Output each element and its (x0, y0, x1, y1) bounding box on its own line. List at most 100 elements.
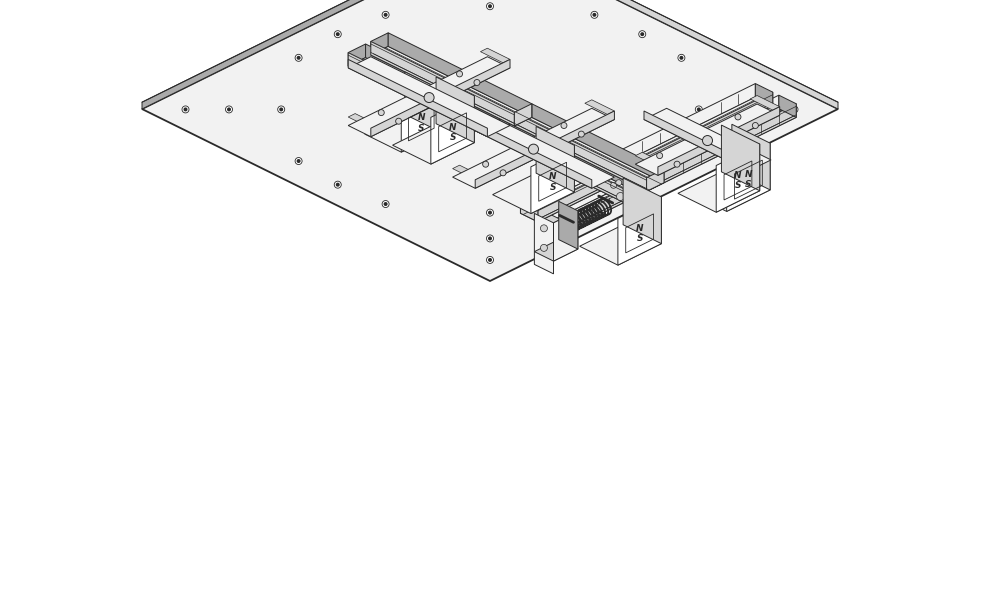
Polygon shape (388, 33, 532, 118)
Polygon shape (371, 47, 532, 126)
Circle shape (488, 236, 492, 241)
Text: N
S: N S (418, 113, 425, 133)
Circle shape (591, 11, 598, 18)
Text: N
S: N S (745, 170, 752, 189)
Polygon shape (436, 77, 474, 142)
Polygon shape (716, 144, 760, 212)
Circle shape (528, 144, 538, 154)
Polygon shape (559, 202, 578, 249)
Polygon shape (532, 104, 664, 183)
Polygon shape (492, 124, 624, 203)
Circle shape (297, 159, 301, 163)
Circle shape (334, 181, 341, 188)
Circle shape (561, 122, 567, 128)
Circle shape (679, 56, 683, 60)
Circle shape (657, 152, 663, 158)
Polygon shape (514, 104, 532, 126)
Polygon shape (732, 124, 770, 190)
Polygon shape (514, 112, 647, 191)
Circle shape (725, 139, 733, 147)
Circle shape (752, 122, 758, 128)
Polygon shape (624, 180, 641, 203)
Circle shape (184, 108, 188, 112)
Polygon shape (431, 96, 474, 164)
Circle shape (279, 108, 283, 112)
Circle shape (592, 202, 596, 206)
Circle shape (227, 108, 231, 112)
Polygon shape (721, 125, 760, 191)
Circle shape (695, 106, 702, 113)
Circle shape (295, 54, 302, 61)
Polygon shape (142, 0, 838, 281)
Circle shape (616, 180, 622, 186)
Circle shape (396, 118, 402, 124)
Polygon shape (365, 114, 441, 152)
Polygon shape (531, 145, 574, 213)
Circle shape (640, 32, 644, 36)
Circle shape (382, 11, 389, 18)
Polygon shape (538, 92, 773, 222)
Circle shape (630, 191, 636, 198)
Circle shape (640, 183, 644, 187)
Polygon shape (750, 96, 780, 110)
Circle shape (697, 108, 701, 112)
Polygon shape (348, 59, 487, 137)
Circle shape (535, 147, 541, 152)
Circle shape (226, 106, 232, 113)
Polygon shape (534, 239, 578, 261)
Polygon shape (514, 118, 664, 191)
Polygon shape (348, 53, 492, 137)
Polygon shape (561, 104, 796, 233)
Polygon shape (618, 197, 661, 265)
Circle shape (678, 54, 685, 61)
Text: N
S: N S (449, 123, 456, 142)
Polygon shape (544, 109, 796, 233)
Polygon shape (348, 57, 510, 137)
Circle shape (791, 106, 798, 113)
Polygon shape (647, 169, 664, 191)
Circle shape (295, 158, 302, 164)
Polygon shape (348, 113, 378, 128)
Polygon shape (142, 0, 490, 109)
Polygon shape (658, 107, 780, 176)
Circle shape (429, 92, 437, 99)
Circle shape (635, 189, 641, 195)
Circle shape (639, 31, 646, 38)
Polygon shape (453, 108, 614, 189)
Polygon shape (520, 97, 773, 222)
Circle shape (488, 4, 492, 8)
Circle shape (540, 244, 547, 251)
Polygon shape (644, 111, 748, 171)
Circle shape (591, 200, 598, 207)
Polygon shape (585, 100, 614, 115)
Text: N
S: N S (734, 171, 742, 190)
Text: N
S: N S (636, 224, 643, 243)
Circle shape (474, 80, 480, 86)
Polygon shape (678, 172, 760, 212)
Polygon shape (480, 48, 510, 63)
Polygon shape (520, 200, 538, 222)
Polygon shape (348, 57, 510, 137)
Circle shape (432, 96, 438, 102)
Circle shape (674, 161, 680, 167)
Polygon shape (623, 178, 661, 243)
Circle shape (702, 135, 712, 145)
Circle shape (616, 193, 624, 200)
Circle shape (486, 256, 494, 264)
Circle shape (384, 202, 388, 206)
Circle shape (424, 93, 434, 103)
Circle shape (749, 108, 753, 112)
Polygon shape (554, 211, 578, 261)
Circle shape (488, 258, 492, 262)
Circle shape (486, 209, 494, 216)
Circle shape (382, 200, 389, 207)
Polygon shape (755, 83, 773, 106)
Circle shape (748, 106, 755, 113)
Polygon shape (492, 115, 509, 137)
Circle shape (486, 3, 494, 9)
Polygon shape (371, 59, 510, 137)
Polygon shape (493, 173, 574, 213)
Circle shape (399, 85, 407, 93)
Polygon shape (514, 104, 532, 126)
Polygon shape (401, 90, 441, 152)
